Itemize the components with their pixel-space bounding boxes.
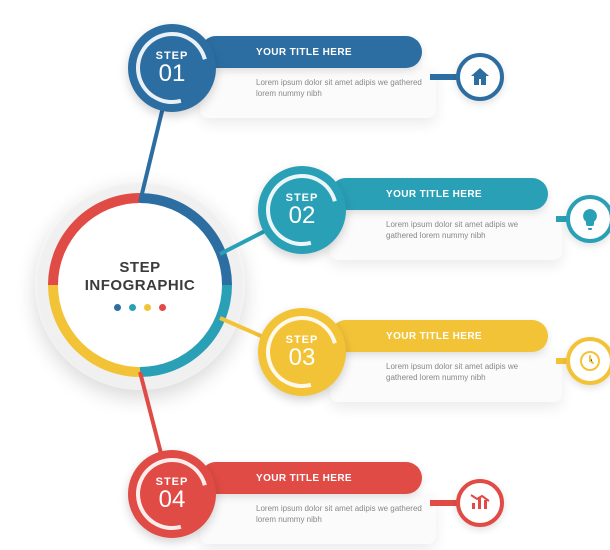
step-number: 02 bbox=[289, 204, 316, 228]
step-label: STEP bbox=[156, 476, 189, 488]
hub-inner: STEP INFOGRAPHIC bbox=[58, 203, 222, 367]
chart-icon bbox=[456, 479, 504, 527]
step-title-pill-01: YOUR TITLE HERE bbox=[200, 36, 422, 68]
step-number: 03 bbox=[289, 346, 316, 370]
hub-dot bbox=[144, 304, 151, 311]
step-body-03: Lorem ipsum dolor sit amet adipis we gat… bbox=[330, 352, 562, 402]
hub-dot bbox=[129, 304, 136, 311]
step-title-pill-03: YOUR TITLE HERE bbox=[330, 320, 548, 352]
hub-dot bbox=[114, 304, 121, 311]
hub-title: STEP INFOGRAPHIC bbox=[85, 259, 196, 294]
step-title-pill-04: YOUR TITLE HERE bbox=[200, 462, 422, 494]
home-icon bbox=[456, 53, 504, 101]
step-circle-03: STEP03 bbox=[258, 308, 346, 396]
step-number: 01 bbox=[159, 62, 186, 86]
bulb-icon bbox=[566, 195, 610, 243]
step-label: STEP bbox=[286, 192, 319, 204]
step-body-02: Lorem ipsum dolor sit amet adipis we gat… bbox=[330, 210, 562, 260]
hub-dot bbox=[159, 304, 166, 311]
step-number: 04 bbox=[159, 488, 186, 512]
step-circle-04: STEP04 bbox=[128, 450, 216, 538]
clock-icon bbox=[566, 337, 610, 385]
step-circle-02: STEP02 bbox=[258, 166, 346, 254]
step-label: STEP bbox=[156, 50, 189, 62]
step-body-01: Lorem ipsum dolor sit amet adipis we gat… bbox=[200, 68, 436, 118]
step-circle-01: STEP01 bbox=[128, 24, 216, 112]
step-label: STEP bbox=[286, 334, 319, 346]
step-body-04: Lorem ipsum dolor sit amet adipis we gat… bbox=[200, 494, 436, 544]
step-title-pill-02: YOUR TITLE HERE bbox=[330, 178, 548, 210]
hub-dots bbox=[114, 304, 166, 311]
